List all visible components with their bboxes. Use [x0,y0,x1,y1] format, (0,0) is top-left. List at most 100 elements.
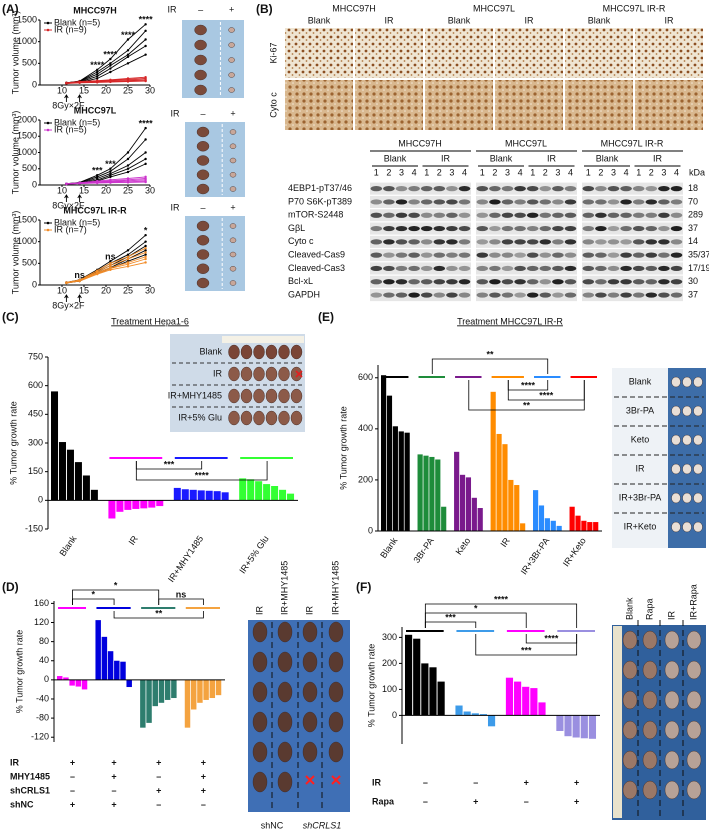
blot-band [658,186,670,192]
bar [114,660,120,680]
cell-line-label: MHCC97H [398,138,442,148]
blot-strip [582,249,683,262]
tumor [693,405,703,417]
y-tick-label: 0 [38,495,43,505]
tumor [682,434,692,446]
blot-band [446,212,458,218]
tumor [642,630,658,650]
blot-strip [370,262,471,275]
significance: **** [494,594,509,604]
y-tick-label: 150 [28,466,43,476]
blot-band [670,239,683,245]
condition-mark: + [111,771,116,781]
blot-band [458,186,471,192]
blot-band [395,212,408,218]
bar [173,487,181,501]
bar [580,715,588,739]
tumor [196,141,210,152]
blot-band [645,212,658,218]
growth-line [66,181,146,185]
blot-band [595,252,607,258]
significance-bracket [475,634,578,656]
y-tick-label: 200 [382,658,397,668]
bar [132,500,140,509]
y-tick-label: 500 [22,163,37,173]
bar [58,442,66,501]
condition-mark: – [524,796,529,806]
condition-label: shCRLS1 [10,785,50,795]
x-tick-label: Blank [57,533,78,558]
blot-band [433,212,446,218]
bar [556,525,562,531]
lane-label: 3 [505,167,510,177]
kda-label: 14 [688,236,698,246]
growth-point [126,157,130,161]
bar [263,484,271,501]
significance-bracket [468,380,585,411]
lane-label: 1 [480,167,485,177]
blot-band [420,225,433,232]
blot-band [489,225,501,232]
x-tick-label: 25 [123,85,133,95]
tumor [196,235,210,246]
blot-band [582,212,595,218]
bar [209,679,216,699]
blot-band [526,252,539,258]
blot-band [489,265,501,272]
blot-band [446,265,458,272]
bar [287,493,295,501]
tumor [229,251,237,258]
y-tick-label: 300 [382,632,397,642]
x-tick-label: IR+Keto [561,536,588,569]
condition-mark: + [111,799,116,809]
bar [564,715,572,737]
tumor [642,720,658,740]
significance: *** [105,159,116,169]
bar [581,520,587,531]
blot-strip [370,209,471,222]
blot-band [501,279,514,285]
blot-band [408,292,420,298]
bar [190,679,197,710]
tumor [265,344,278,360]
bar [81,679,88,690]
growth-point [109,259,112,263]
bar [213,491,221,501]
tumor [686,690,702,710]
bar [441,506,447,531]
blot-band [395,279,408,285]
tumor [196,155,210,166]
tumor [328,711,344,733]
x-tick-label: 30 [145,85,155,95]
bar [90,489,98,501]
tumor [664,780,680,800]
blot-band [446,225,458,232]
condition-mark: + [70,757,75,767]
tumor [253,366,265,382]
growth-point [126,80,130,83]
growth-point [144,38,147,41]
blot-band [458,212,471,218]
blot-band [476,239,489,245]
tumor [277,651,293,673]
condition-mark: – [70,785,75,795]
blot-band [514,292,526,298]
tumor [252,771,268,793]
bar [538,702,546,716]
growth-point [65,182,68,186]
ihc-image [285,80,353,130]
legend-label: IR (n=7) [54,224,87,234]
bar [429,456,435,531]
y-axis-label: % Tumor growth rate [338,406,348,490]
condition-mark: + [70,799,75,809]
blot-band [458,225,471,232]
growth-point [109,70,112,74]
blot-band [433,292,446,298]
tumor-photo [182,20,244,98]
blot-band [564,225,577,232]
growth-point [126,55,130,59]
blot-band [489,252,501,258]
kda-label: 30 [688,276,698,286]
condition-label: IR [385,15,395,25]
growth-point [144,244,147,248]
